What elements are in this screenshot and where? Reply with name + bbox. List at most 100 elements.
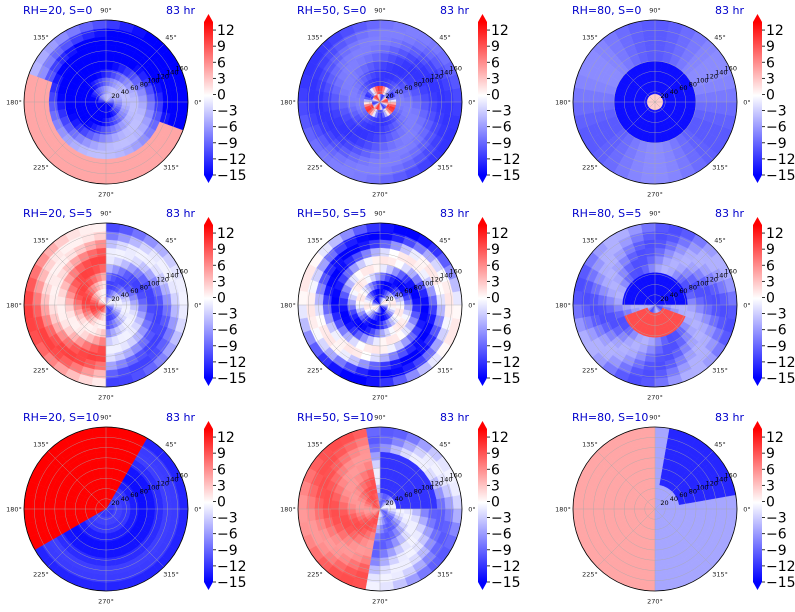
field-cell (428, 101, 438, 113)
field-cell (23, 290, 34, 306)
field-cell (640, 426, 656, 437)
angle-tick-label: 270° (98, 598, 114, 606)
field-cell (654, 222, 670, 233)
angle-tick-label: 45° (165, 440, 177, 448)
angular-gridline (105, 450, 165, 510)
polar-outline (297, 426, 463, 592)
field-cell (366, 573, 381, 584)
angular-gridline (47, 304, 107, 364)
field-cell (580, 291, 591, 306)
angle-tick-label: 45° (714, 33, 726, 41)
colorbar-tick-label: 0 (217, 494, 226, 510)
angle-tick-label: 45° (439, 440, 451, 448)
field-cell (297, 290, 308, 306)
radius-tick-label: 120 (157, 72, 169, 80)
field-cell (372, 541, 381, 551)
field-cell (105, 174, 121, 185)
field-cell (305, 101, 316, 116)
colorbar-tick-label: −6 (491, 323, 512, 339)
field-cell (654, 44, 666, 54)
field-cell (31, 88, 42, 103)
radius-tick-label: 160 (725, 268, 737, 276)
radius-tick-label: 20 (111, 295, 119, 303)
polar-panel: 90°45°0°315°270°225°180°135°20 40 60 80 1001… (555, 411, 795, 606)
field-cell (338, 94, 348, 103)
angular-gridline (105, 43, 165, 103)
field-cell (105, 44, 117, 54)
colorbar-tick-label: 3 (491, 71, 500, 87)
field-cell (154, 498, 164, 510)
radius-tick-label: 160 (450, 65, 462, 73)
field-cell (641, 166, 656, 177)
field-cell (369, 557, 381, 567)
field-cell (379, 19, 395, 30)
field-cell (297, 494, 308, 510)
field-cell (105, 377, 121, 388)
field-cell (372, 134, 381, 144)
field-cell (379, 150, 391, 160)
colorbar-tick-label: 6 (766, 258, 775, 274)
angular-gridline (596, 450, 656, 510)
colorbar-extend-top (204, 421, 213, 429)
angle-tick-label: 0° (468, 302, 475, 310)
angle-tick-label: 180° (280, 506, 296, 514)
field-cell (48, 508, 58, 520)
field-cell (687, 508, 697, 517)
field-cell (452, 508, 463, 524)
field-cell (646, 549, 656, 559)
field-cell (727, 290, 738, 306)
angle-tick-label: 0° (194, 302, 201, 310)
field-cell (178, 101, 189, 117)
colorbar-tick-label: 3 (491, 274, 500, 290)
radius-tick-label: 100 (696, 76, 708, 84)
field-cell (365, 19, 381, 30)
field-cell (31, 101, 42, 116)
polar-outline (572, 19, 738, 185)
field-cell (91, 174, 107, 185)
panel-time: 83 hr (440, 207, 469, 220)
radius-tick-label: 60 (679, 287, 687, 295)
colorbar-tick-label: 9 (491, 446, 500, 462)
polar-panel: 90°45°0°315°270°225°180°135°20 40 60 80 1001… (280, 4, 520, 199)
panel-title: RH=50, S=5 (297, 207, 366, 220)
field-cell (703, 498, 713, 510)
field-cell (92, 573, 107, 584)
angle-tick-label: 135° (307, 236, 323, 244)
field-cell (703, 508, 713, 520)
angle-tick-label: 225° (307, 367, 323, 375)
colorbar-tick-label: −15 (491, 371, 521, 387)
field-cell (379, 573, 394, 584)
colorbar-tick-label: −6 (766, 323, 787, 339)
field-cell (641, 230, 656, 241)
radius-tick-label: 140 (166, 69, 178, 77)
field-cell (92, 369, 107, 380)
angle-tick-label: 135° (33, 236, 49, 244)
angle-tick-label: 225° (33, 164, 49, 172)
field-cell (91, 581, 107, 592)
radius-tick-label: 120 (706, 72, 718, 80)
angle-tick-label: 135° (307, 33, 323, 41)
angular-gridline (105, 246, 165, 306)
colorbar-tick-label: −9 (217, 136, 238, 152)
field-cell (719, 291, 730, 306)
field-cell (366, 27, 381, 38)
field-cell (379, 247, 391, 257)
field-cell (597, 294, 607, 306)
field-cell (170, 304, 181, 319)
field-cell (92, 166, 107, 177)
angle-tick-label: 180° (6, 302, 22, 310)
field-cell (330, 93, 340, 103)
field-cell (695, 304, 705, 314)
angle-tick-label: 45° (165, 236, 177, 244)
colorbar-tick-label: −12 (766, 355, 795, 371)
angle-tick-label: 90° (374, 210, 386, 218)
field-cell (105, 434, 120, 445)
colorbar (204, 225, 213, 378)
field-cell (338, 297, 348, 306)
angle-tick-label: 180° (6, 99, 22, 107)
field-cell (146, 508, 156, 518)
angle-tick-label: 270° (372, 191, 388, 199)
angle-tick-label: 0° (194, 99, 201, 107)
field-cell (95, 557, 107, 567)
field-cell (580, 495, 591, 510)
